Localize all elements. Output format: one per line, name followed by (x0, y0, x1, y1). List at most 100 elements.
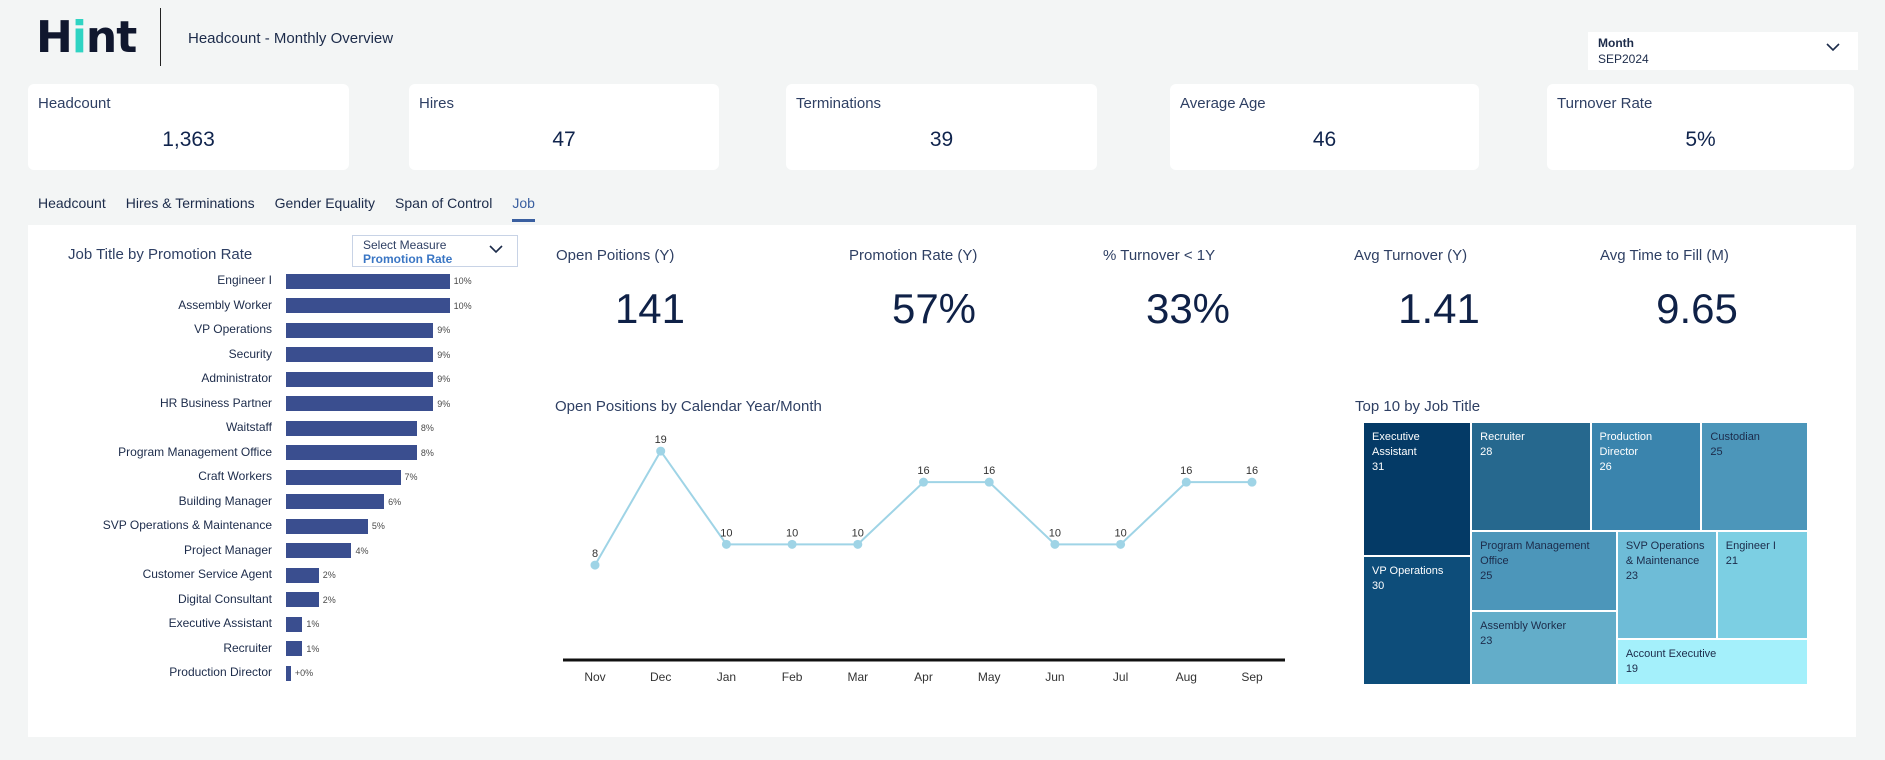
bar-mark[interactable] (286, 494, 385, 509)
treemap-title: Top 10 by Job Title (1355, 398, 1481, 415)
page-title: Headcount - Monthly Overview (188, 30, 394, 47)
kpi-value: 5% (1685, 128, 1716, 151)
bar-category-label: Program Management Office (118, 444, 272, 459)
bar-mark[interactable] (286, 616, 303, 632)
bar-category-label: Project Manager (183, 542, 272, 557)
turnover-1y-title: % Turnover < 1Y (1103, 247, 1216, 264)
bar-mark[interactable] (286, 567, 319, 583)
treemap-cell-value: 23 (1480, 635, 1493, 648)
bar-mark[interactable] (286, 322, 434, 338)
treemap-cell[interactable]: SVP Operations & Maintenance 23 (1616, 531, 1717, 639)
kpi-title: Hires (419, 95, 455, 112)
kpi-title: Terminations (796, 95, 882, 112)
bar-mark[interactable] (286, 445, 417, 460)
treemap-cell-label: VP Operations (1372, 564, 1444, 577)
avg-time-to-fill-title: Avg Time to Fill (M) (1600, 247, 1729, 264)
treemap-cell[interactable]: Executive Assistant 31 (1363, 422, 1472, 556)
kpi-value: 47 (552, 128, 576, 151)
kpi-title: Average Age (1180, 95, 1266, 112)
measure-select-label: Select Measure (363, 238, 447, 252)
treemap-cell-label: Engineer I (1725, 540, 1776, 553)
bar-mark[interactable] (286, 347, 434, 362)
treemap-cell-label: Custodian (1710, 431, 1760, 443)
bar-mark[interactable] (286, 518, 368, 534)
treemap-cell-label: SVP Operations & Maintenance (1625, 540, 1705, 568)
bar-mark[interactable] (286, 298, 450, 313)
treemap-cell[interactable]: Custodian 25 (1701, 422, 1808, 532)
bar-category-label: SVP Operations & Maintenance (102, 518, 272, 532)
kpi-value: 46 (1312, 128, 1337, 151)
kpi-title: Headcount (38, 95, 111, 112)
treemap-cell[interactable]: VP Operations 30 (1363, 555, 1472, 685)
bar-category-label: Building Manager (178, 493, 272, 508)
open-positions-value: 141 (614, 285, 686, 332)
tab-span-of-control[interactable]: Span of Control (395, 195, 493, 211)
treemap-cell-value: 21 (1725, 555, 1738, 568)
measure-select-value: Promotion Rate (363, 252, 453, 266)
treemap-cell-value: 26 (1599, 461, 1612, 473)
treemap-cell[interactable]: Engineer I 21 (1716, 531, 1808, 639)
bar-category-label: Craft Workers (198, 469, 272, 483)
bar-value-label: 10% (453, 300, 472, 311)
treemap-cell[interactable]: Production Director 26 (1590, 422, 1702, 532)
open-positions-title: Open Poitions (Y) (556, 247, 675, 264)
bar-category-label: Administrator (201, 371, 272, 385)
bar-mark[interactable] (286, 420, 417, 436)
tab-job[interactable]: Job (512, 195, 535, 222)
kpi-card-turnover-rate: Turnover Rate 5% (1547, 84, 1854, 170)
bar-value-label: 9% (437, 374, 451, 384)
kpi-card-average-age: Average Age 46 (1170, 84, 1479, 170)
bar-value-label: 10% (453, 276, 472, 286)
bar-mark[interactable] (286, 273, 450, 289)
bar-value-label: 8% (420, 447, 434, 458)
hint-logo: Hint (36, 12, 137, 63)
treemap-cell-value: 31 (1372, 461, 1385, 473)
treemap-cell[interactable]: Assembly Worker 23 (1471, 611, 1617, 685)
bar-value-label: 2% (322, 570, 336, 580)
month-select[interactable]: Month SEP2024 (1588, 32, 1858, 70)
treemap-cell-value: 28 (1480, 446, 1493, 458)
treemap-cell-value: 25 (1710, 446, 1723, 458)
turnover-1y-value: 33% (1145, 285, 1231, 332)
kpi-card-headcount: Headcount 1,363 (28, 84, 349, 170)
treemap-cell[interactable]: Program Management Office 25 (1471, 531, 1617, 612)
bar-category-label: Security (228, 346, 272, 361)
bar-mark[interactable] (286, 469, 401, 485)
treemap-cell-label: Assembly Worker (1480, 620, 1567, 633)
treemap-cell-label: Executive Assistant (1372, 431, 1420, 458)
kpi-card-terminations: Terminations 39 (786, 84, 1097, 170)
treemap-cell-value: 19 (1625, 662, 1639, 675)
bar-value-label: 8% (420, 423, 434, 433)
promotion-rate-title: Promotion Rate (Y) (849, 247, 978, 264)
bar-mark[interactable] (286, 665, 291, 681)
bar-category-label: Assembly Worker (178, 297, 272, 312)
promotion-rate-value: 57% (891, 285, 977, 332)
measure-select[interactable]: Select Measure Promotion Rate (352, 235, 518, 267)
treemap-cell-label: Recruiter (1480, 431, 1525, 443)
bar-value-label: 1% (306, 619, 320, 629)
treemap-cell-label: Account Executive (1625, 647, 1717, 660)
bar-mark[interactable] (286, 396, 434, 411)
line-chart-title: Open Positions by Calendar Year/Month (555, 398, 822, 415)
treemap-cell[interactable]: Account Executive 19 (1616, 638, 1808, 685)
treemap-cell[interactable]: Recruiter 28 (1471, 422, 1591, 532)
month-select-value: SEP2024 (1598, 52, 1649, 66)
bar-mark[interactable] (286, 641, 303, 656)
treemap-cell-value: 30 (1372, 579, 1385, 592)
avg-turnover-value: 1.41 (1398, 285, 1480, 332)
bar-mark[interactable] (286, 543, 352, 558)
avg-turnover-title: Avg Turnover (Y) (1354, 247, 1468, 264)
kpi-value: 1,363 (162, 128, 215, 151)
bar-category-label: Digital Consultant (177, 591, 272, 606)
tab-headcount[interactable]: Headcount (38, 195, 106, 211)
tab-hires-terminations[interactable]: Hires & Terminations (125, 195, 255, 211)
bar-category-label: Production Director (169, 665, 272, 679)
kpi-value: 39 (929, 128, 954, 151)
bar-mark[interactable] (286, 371, 434, 387)
chevron-down-icon (1826, 43, 1840, 52)
bar-mark[interactable] (286, 592, 319, 607)
tab-bar: Headcount Hires & Terminations Gender Eq… (38, 195, 535, 222)
kpi-title: Turnover Rate (1557, 95, 1653, 112)
bar-value-label: 9% (437, 325, 451, 335)
tab-gender-equality[interactable]: Gender Equality (274, 195, 376, 211)
